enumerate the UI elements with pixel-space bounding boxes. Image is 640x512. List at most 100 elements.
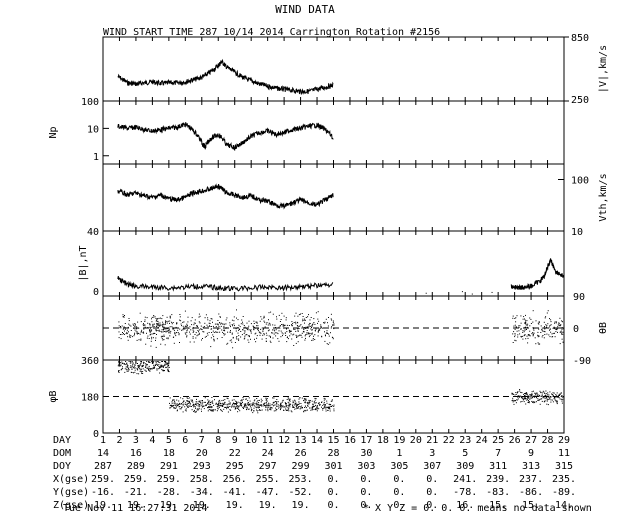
data-point [140, 362, 142, 364]
data-point [318, 320, 320, 322]
data-point [156, 325, 158, 327]
data-point [274, 330, 276, 332]
data-point [136, 368, 138, 370]
data-point [180, 323, 182, 325]
data-point [319, 327, 321, 329]
data-point [146, 367, 148, 369]
data-point [532, 327, 534, 329]
data-point [292, 334, 294, 336]
data-point [537, 398, 539, 400]
data-point [257, 328, 259, 330]
data-point [333, 328, 335, 330]
data-point [191, 324, 193, 326]
data-point [312, 406, 314, 408]
data-point [324, 322, 326, 324]
data-point [198, 408, 200, 410]
data-point [542, 397, 544, 399]
data-point [547, 395, 549, 397]
data-point [514, 339, 516, 341]
data-point [250, 405, 252, 406]
data-point [208, 402, 210, 404]
data-point [558, 322, 560, 324]
data-point [323, 322, 324, 324]
data-point [138, 367, 140, 369]
data-point [178, 334, 180, 336]
data-point [555, 329, 557, 330]
data-point [194, 319, 196, 321]
data-point [219, 331, 221, 333]
table-cell: 0. [360, 500, 372, 511]
data-point [209, 400, 211, 402]
data-point [264, 403, 266, 405]
data-point [269, 408, 271, 410]
data-point [169, 332, 171, 334]
data-point [527, 397, 529, 399]
data-point [252, 402, 254, 404]
data-point [521, 392, 523, 394]
data-point [185, 402, 187, 404]
data-point [198, 332, 200, 334]
data-point [332, 320, 334, 322]
data-point [260, 401, 262, 403]
data-point [222, 399, 224, 401]
data-point [314, 399, 316, 401]
data-point [144, 321, 146, 322]
data-point [519, 325, 521, 327]
data-point [314, 334, 316, 336]
data-point [259, 332, 261, 334]
data-point [134, 329, 136, 331]
data-point [328, 335, 330, 337]
data-point [526, 393, 528, 395]
data-point [149, 329, 151, 330]
data-point [307, 316, 309, 318]
data-point [280, 336, 282, 338]
data-point [136, 328, 138, 330]
data-point [316, 406, 318, 407]
data-point [561, 402, 563, 404]
data-point [563, 326, 565, 328]
data-point [323, 401, 325, 403]
data-point [241, 319, 243, 321]
data-point [298, 328, 300, 330]
table-cell: 26 [509, 435, 521, 446]
data-point [301, 313, 303, 314]
data-point [525, 323, 527, 325]
data-point [166, 316, 168, 318]
data-point [194, 411, 196, 413]
data-point [321, 401, 323, 403]
data-point [126, 329, 128, 331]
data-point [242, 316, 244, 317]
data-point [147, 322, 149, 324]
data-point [156, 318, 158, 320]
footer-note: * X Y Z = 0. 0. 0. means no data shown [363, 503, 592, 512]
data-point [313, 322, 315, 323]
data-point [163, 328, 164, 330]
data-point [195, 332, 197, 334]
data-point [244, 405, 246, 407]
data-point [532, 321, 534, 323]
data-point [515, 392, 517, 393]
data-point [309, 325, 311, 327]
data-point [547, 404, 549, 406]
y-axis-label: |V|,km/s [598, 45, 609, 93]
data-point [285, 406, 287, 408]
data-point [526, 326, 528, 328]
data-point [167, 338, 169, 340]
data-point [306, 333, 308, 335]
data-point [142, 324, 144, 326]
data-point [249, 406, 251, 408]
data-point [279, 406, 281, 408]
data-point [142, 373, 144, 374]
data-point [270, 341, 272, 343]
data-point [549, 391, 551, 393]
data-point [168, 331, 170, 333]
table-cell: 0. [360, 474, 372, 485]
data-point [540, 398, 542, 400]
data-point [166, 337, 168, 339]
data-point [200, 328, 202, 330]
data-point [528, 402, 530, 404]
data-point [165, 321, 167, 323]
data-point [200, 403, 202, 405]
data-point [118, 363, 120, 365]
data-point [163, 326, 165, 328]
